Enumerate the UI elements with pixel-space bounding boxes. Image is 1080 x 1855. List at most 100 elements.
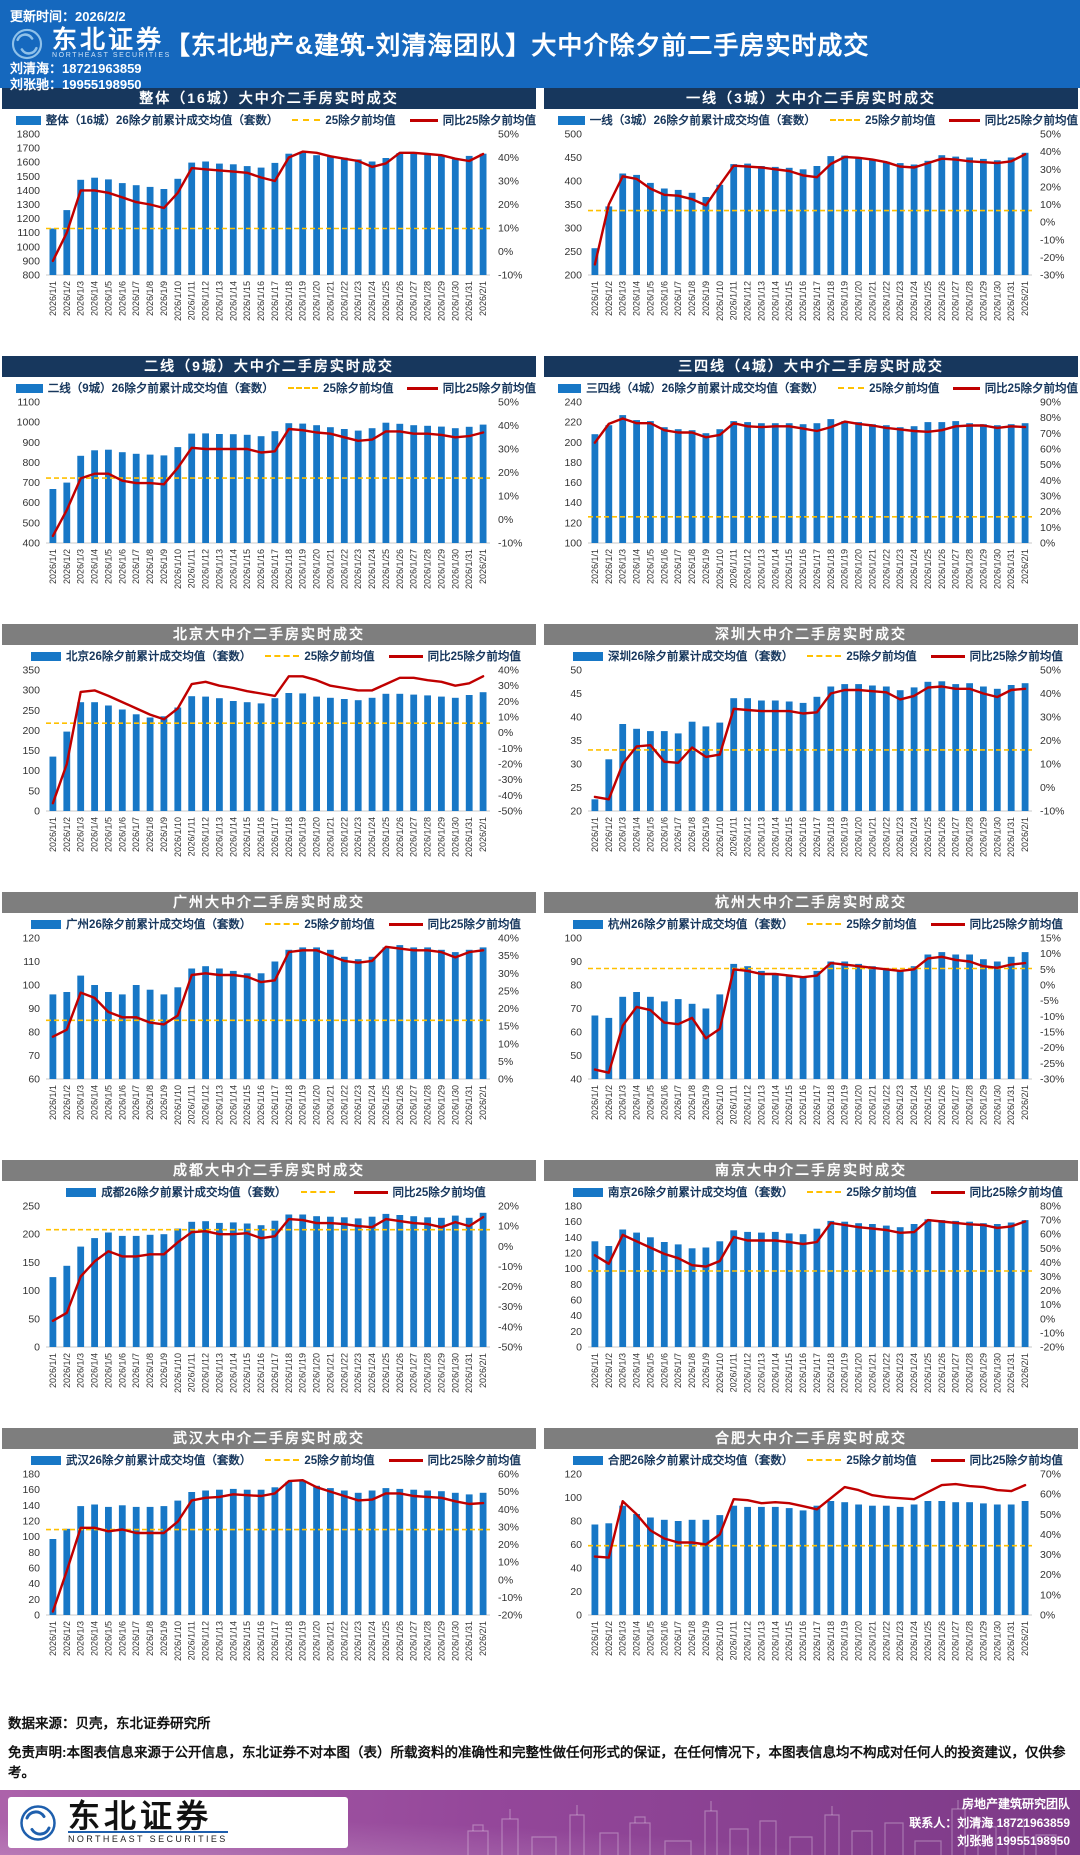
svg-text:2026/1/22: 2026/1/22: [339, 817, 349, 857]
svg-text:2026/1/25: 2026/1/25: [381, 817, 391, 857]
svg-text:2026/1/2: 2026/1/2: [62, 1621, 72, 1656]
svg-text:50%: 50%: [1040, 1243, 1061, 1255]
svg-text:0%: 0%: [1040, 782, 1055, 794]
svg-text:2026/1/21: 2026/1/21: [325, 817, 335, 857]
svg-text:2026/1/17: 2026/1/17: [270, 817, 280, 857]
svg-text:1100: 1100: [17, 227, 40, 239]
svg-text:10%: 10%: [498, 223, 519, 235]
svg-text:2026/1/4: 2026/1/4: [90, 817, 100, 852]
svg-text:2026/1/13: 2026/1/13: [756, 549, 766, 589]
svg-text:2026/1/11: 2026/1/11: [729, 281, 739, 320]
svg-text:2026/1/31: 2026/1/31: [1006, 1353, 1016, 1393]
svg-text:400: 400: [564, 176, 582, 188]
svg-text:140: 140: [564, 1232, 582, 1244]
svg-text:2026/1/15: 2026/1/15: [242, 549, 252, 589]
chart-title: 二线（9城）大中介二手房实时成交: [2, 356, 536, 377]
bar-series-legend-label: 南京26除夕前累计成交均值（套数）: [608, 1187, 794, 1199]
svg-text:2026/2/1: 2026/2/1: [1020, 1353, 1030, 1388]
svg-text:2026/1/27: 2026/1/27: [409, 817, 419, 857]
chart-plot: 200 250 300 350 400 450 500 -30% -20% -10% 0% 10% 20…: [564, 129, 1064, 321]
svg-text:1700: 1700: [17, 143, 41, 155]
svg-text:2026/1/11: 2026/1/11: [187, 1353, 197, 1392]
svg-text:2026/1/26: 2026/1/26: [395, 281, 405, 321]
svg-text:2026/1/5: 2026/1/5: [103, 1621, 113, 1656]
yoy-series-legend-swatch: [409, 118, 438, 122]
svg-text:2026/1/17: 2026/1/17: [812, 549, 822, 589]
svg-text:70%: 70%: [1040, 1215, 1061, 1227]
svg-text:0: 0: [34, 806, 40, 818]
svg-text:2026/1/5: 2026/1/5: [645, 281, 655, 316]
svg-text:2026/1/13: 2026/1/13: [214, 281, 224, 321]
chart-plot: 60 70 80 90 100 110 120 0% 5% 10% 15% 20% 25% 30% 35% 4…: [22, 933, 519, 1125]
svg-text:180: 180: [564, 457, 582, 469]
svg-text:40%: 40%: [1040, 475, 1061, 487]
bar-series-legend-label: 三四线（4城）26除夕前累计成交均值（套数）: [586, 383, 824, 395]
svg-text:30%: 30%: [498, 968, 519, 980]
bar-series-legend-swatch: [31, 1455, 62, 1465]
svg-text:2026/1/29: 2026/1/29: [978, 1085, 988, 1125]
svg-text:2026/1/14: 2026/1/14: [228, 1353, 238, 1393]
svg-text:50%: 50%: [1040, 665, 1061, 677]
svg-text:30%: 30%: [1040, 164, 1061, 176]
svg-text:2026/1/14: 2026/1/14: [228, 1621, 238, 1661]
yoy-line: [593, 955, 1027, 1074]
baseline-series-legend-label: 25除夕前均值: [846, 1187, 917, 1199]
svg-text:2026/1/18: 2026/1/18: [284, 1085, 294, 1125]
svg-text:2026/1/6: 2026/1/6: [117, 1621, 127, 1656]
svg-text:2026/1/21: 2026/1/21: [325, 1621, 335, 1661]
svg-text:2026/1/25: 2026/1/25: [381, 1621, 391, 1661]
svg-text:120: 120: [564, 1469, 582, 1481]
svg-text:150: 150: [22, 745, 40, 757]
svg-text:2026/1/18: 2026/1/18: [826, 1085, 836, 1125]
svg-text:2026/1/18: 2026/1/18: [284, 1353, 294, 1393]
svg-text:2026/1/15: 2026/1/15: [242, 281, 252, 321]
chart-legend: 合肥26除夕前累计成交均值（套数） 25除夕前均值 同比25除夕前均值: [544, 1451, 1078, 1469]
svg-text:900: 900: [22, 437, 40, 449]
svg-text:1500: 1500: [17, 171, 41, 183]
svg-text:2026/1/16: 2026/1/16: [798, 1085, 808, 1125]
svg-text:2026/1/19: 2026/1/19: [298, 281, 308, 321]
svg-text:2026/1/14: 2026/1/14: [770, 281, 780, 321]
svg-text:2026/1/7: 2026/1/7: [673, 1621, 683, 1656]
svg-text:2026/1/2: 2026/1/2: [62, 1085, 72, 1120]
svg-text:450: 450: [564, 152, 582, 164]
yoy-series-legend-swatch: [388, 922, 423, 926]
svg-text:40%: 40%: [1040, 1529, 1061, 1541]
svg-text:2026/1/15: 2026/1/15: [242, 1621, 252, 1661]
chart-legend: 深圳26除夕前累计成交均值（套数） 25除夕前均值 同比25除夕前均值: [544, 647, 1078, 665]
svg-text:2026/1/25: 2026/1/25: [923, 1085, 933, 1125]
svg-text:2026/1/23: 2026/1/23: [895, 549, 905, 589]
svg-text:2026/1/22: 2026/1/22: [881, 1621, 891, 1661]
svg-text:2026/1/2: 2026/1/2: [62, 817, 72, 852]
band-contact-2: 刘张驰 19955198950: [957, 1834, 1070, 1849]
svg-text:2026/1/23: 2026/1/23: [353, 1621, 363, 1661]
chart-wuhan: 武汉大中介二手房实时成交 武汉26除夕前累计成交均值（套数） 25除夕前均值 同比25…: [2, 1428, 536, 1696]
svg-text:-50%: -50%: [498, 1342, 523, 1354]
svg-text:2026/1/27: 2026/1/27: [951, 281, 961, 321]
svg-text:100: 100: [22, 1285, 40, 1297]
chart-guangzhou: 广州大中介二手房实时成交 广州26除夕前累计成交均值（套数） 25除夕前均值 同比25…: [2, 892, 536, 1160]
svg-text:2026/1/5: 2026/1/5: [103, 1353, 113, 1388]
svg-text:100: 100: [22, 980, 40, 992]
left-axis-labels: 0 50 100 150 200 250 300 350: [22, 665, 40, 818]
left-axis-labels: 0 50 100 150 200 250: [22, 1201, 40, 1354]
chart-legend: 成都26除夕前累计成交均值（套数） 同比25除夕前均值: [2, 1183, 536, 1201]
svg-text:2026/1/4: 2026/1/4: [632, 1085, 642, 1120]
bar-series: [49, 1212, 487, 1347]
svg-text:2026/1/16: 2026/1/16: [798, 549, 808, 589]
bar-series-legend-swatch: [573, 1187, 604, 1197]
chart-legend: 一线（3城）26除夕前累计成交均值（套数） 25除夕前均值 同比25除夕前均值: [544, 111, 1078, 129]
svg-text:1000: 1000: [17, 417, 41, 429]
yoy-series-legend-label: 同比25除夕前均值: [969, 1455, 1063, 1467]
band-logo-box: 东北证券 NORTHEAST SECURITIES: [8, 1797, 348, 1848]
x-axis-labels: 2026/1/1 2026/1/2 2026/1/3 2026/1/4 2026/1/5…: [590, 1353, 1030, 1393]
svg-text:2026/1/17: 2026/1/17: [812, 817, 822, 857]
bar-series-legend-label: 整体（16城）26除夕前累计成交均值（套数）: [45, 115, 279, 127]
svg-text:2026/1/26: 2026/1/26: [395, 1353, 405, 1393]
svg-text:2026/1/29: 2026/1/29: [436, 817, 446, 857]
svg-text:2026/1/10: 2026/1/10: [715, 1621, 725, 1661]
chart-legend: 武汉26除夕前累计成交均值（套数） 25除夕前均值 同比25除夕前均值: [2, 1451, 536, 1469]
svg-text:2026/1/3: 2026/1/3: [618, 1621, 628, 1656]
bar-series-legend-label: 一线（3城）26除夕前累计成交均值（套数）: [589, 115, 816, 127]
svg-text:2026/1/7: 2026/1/7: [131, 1621, 141, 1656]
